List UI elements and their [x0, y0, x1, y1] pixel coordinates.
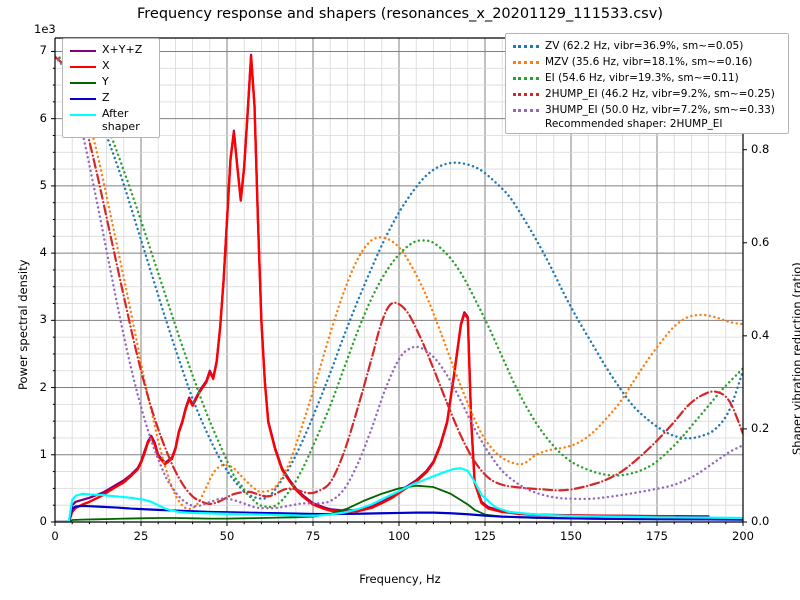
x-tick-label: 0	[51, 529, 59, 543]
legend-swatch-after	[70, 114, 96, 116]
x-tick-label: 75	[305, 529, 321, 543]
y-left-tick-label: 3	[39, 312, 47, 327]
y-right-tick-label: 0.4	[751, 327, 770, 342]
x-axis-label: Frequency, Hz	[359, 572, 441, 586]
legend-swatch-mzv	[513, 60, 539, 64]
y-right-tick-label: 0.0	[751, 514, 770, 528]
y-left-tick-label: 4	[39, 245, 47, 260]
legend-item-x-y-z: X+Y+Z	[65, 43, 155, 59]
x-tick-label: 25	[133, 529, 149, 543]
legend-label: X	[102, 59, 110, 72]
x-tick-label: 50	[219, 529, 235, 543]
legend-label: After shaper	[102, 107, 140, 133]
series-ei	[55, 55, 743, 509]
legend-label: X+Y+Z	[102, 43, 143, 56]
series-3hump-ei	[55, 55, 743, 510]
legend-item-zv: ZV (62.2 Hz, vibr=36.9%, sm~=0.05)	[508, 38, 784, 54]
y-axis-right-label: Shaper vibration reduction (ratio)	[790, 262, 800, 455]
y-left-tick-label: 7	[39, 43, 47, 58]
y-right-tick-label: 0.8	[751, 141, 770, 156]
page-title: Frequency response and shapers (resonanc…	[137, 6, 663, 22]
x-tick-label: 150	[560, 529, 582, 543]
y-axis-exponent-label: 1e3	[34, 22, 56, 36]
y-right-tick-label: 0.6	[751, 234, 770, 249]
legend-swatch-2hump_ei	[513, 92, 539, 96]
series-z	[55, 504, 743, 522]
legend-label: Y	[102, 75, 109, 88]
legend-item-x: X	[65, 59, 155, 75]
series-after-shaper	[55, 467, 743, 522]
legend-label: MZV (35.6 Hz, vibr=18.1%, sm~=0.16)	[545, 56, 753, 68]
x-tick-label: 100	[388, 529, 410, 543]
recommended-shaper-text: Recommended shaper: 2HUMP_EI	[545, 118, 723, 130]
legend-label: 2HUMP_EI (46.2 Hz, vibr=9.2%, sm~=0.25)	[545, 88, 775, 100]
legend-item-ei: EI (54.6 Hz, vibr=19.3%, sm~=0.11)	[508, 70, 784, 86]
series-x	[55, 54, 676, 522]
legend-label: ZV (62.2 Hz, vibr=36.9%, sm~=0.05)	[545, 40, 744, 52]
shaper-legend: ZV (62.2 Hz, vibr=36.9%, sm~=0.05) MZV (3…	[505, 33, 789, 134]
legend-label: Z	[102, 91, 110, 104]
y-left-tick-label: 0	[39, 514, 47, 528]
legend-swatch-3hump_ei	[513, 108, 539, 112]
y-left-tick-label: 5	[39, 177, 47, 192]
legend-label: EI (54.6 Hz, vibr=19.3%, sm~=0.11)	[545, 72, 739, 84]
x-tick-label: 125	[474, 529, 496, 543]
x-tick-label: 200	[732, 529, 754, 543]
legend-swatch-ei	[513, 76, 539, 80]
legend-item-y: Y	[65, 75, 155, 91]
legend-swatch-zv	[513, 44, 539, 48]
y-right-tick-label: 0.2	[751, 420, 770, 435]
y-left-tick-label: 1	[39, 446, 47, 461]
series-zv	[55, 55, 743, 501]
legend-swatch-z	[70, 98, 96, 100]
legend-label: 3HUMP_EI (50.0 Hz, vibr=7.2%, sm~=0.33)	[545, 104, 775, 116]
x-tick-label: 175	[646, 529, 668, 543]
data-series-group	[55, 53, 743, 522]
series-2hump-ei	[55, 55, 743, 506]
legend-item-z: Z	[65, 91, 155, 107]
series-mzv	[55, 55, 743, 511]
series-legend: X+Y+Z X Y Z After shaper	[62, 38, 160, 138]
legend-item-3hump-ei: 3HUMP_EI (50.0 Hz, vibr=7.2%, sm~=0.33)	[508, 102, 784, 118]
legend-item-after-shaper: After shaper	[65, 107, 155, 133]
legend-item-mzv: MZV (35.6 Hz, vibr=18.1%, sm~=0.16)	[508, 54, 784, 70]
legend-swatch-x	[70, 66, 96, 68]
legend-item-2hump-ei: 2HUMP_EI (46.2 Hz, vibr=9.2%, sm~=0.25)	[508, 86, 784, 102]
y-left-tick-label: 6	[39, 110, 47, 125]
legend-swatch-x+y+z	[70, 50, 96, 52]
y-left-tick-label: 2	[39, 379, 47, 394]
legend-swatch-y	[70, 82, 96, 84]
